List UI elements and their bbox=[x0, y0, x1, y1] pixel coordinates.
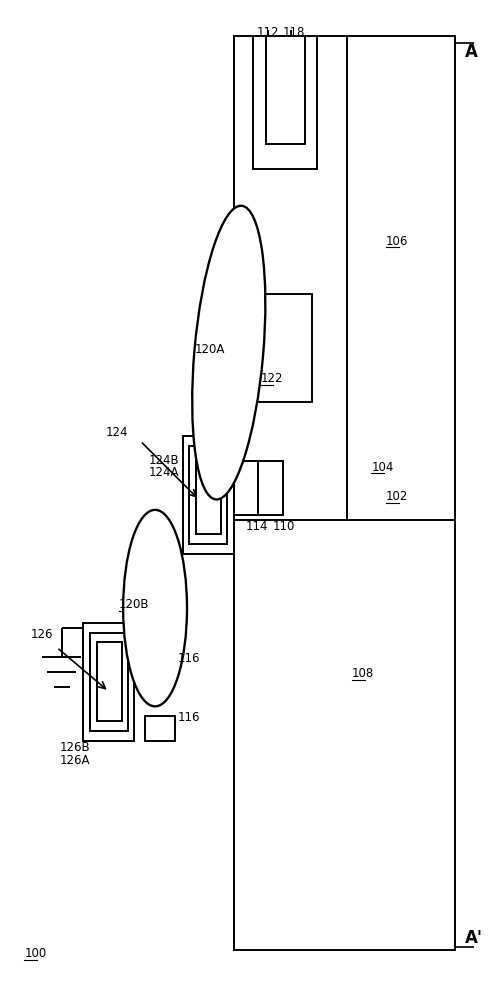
Text: 120B: 120B bbox=[119, 598, 149, 611]
Text: 120A: 120A bbox=[194, 343, 225, 356]
Bar bbox=[83, 623, 135, 741]
Bar bbox=[253, 36, 317, 169]
Text: 106: 106 bbox=[386, 235, 408, 248]
Text: 124A: 124A bbox=[148, 466, 179, 479]
Bar bbox=[253, 294, 312, 402]
Bar bbox=[145, 716, 175, 741]
Text: 110: 110 bbox=[273, 520, 295, 533]
Bar bbox=[90, 633, 127, 731]
Text: 122: 122 bbox=[260, 372, 283, 385]
Bar bbox=[196, 456, 221, 534]
Text: 100: 100 bbox=[24, 947, 47, 960]
Bar bbox=[234, 36, 455, 950]
Text: 102: 102 bbox=[386, 490, 408, 503]
Bar bbox=[266, 36, 305, 144]
Text: 126: 126 bbox=[30, 628, 53, 641]
Text: A': A' bbox=[465, 929, 483, 947]
Text: 116: 116 bbox=[178, 652, 200, 665]
Text: 104: 104 bbox=[371, 461, 394, 474]
Text: 124B: 124B bbox=[148, 454, 179, 467]
Text: 108: 108 bbox=[352, 667, 374, 680]
Text: 112: 112 bbox=[256, 26, 279, 39]
Ellipse shape bbox=[192, 206, 265, 499]
Ellipse shape bbox=[123, 510, 187, 706]
Text: 124: 124 bbox=[106, 426, 128, 439]
Bar bbox=[234, 461, 258, 515]
Text: 118: 118 bbox=[283, 26, 305, 39]
Text: 126A: 126A bbox=[60, 754, 90, 767]
Bar bbox=[183, 436, 234, 554]
Text: 114: 114 bbox=[245, 520, 268, 533]
Bar bbox=[189, 446, 227, 544]
Bar bbox=[145, 657, 175, 682]
Bar bbox=[234, 461, 283, 515]
Text: 116: 116 bbox=[178, 711, 200, 724]
Text: A: A bbox=[465, 43, 477, 61]
Text: 126B: 126B bbox=[60, 741, 90, 754]
Bar bbox=[97, 642, 122, 721]
